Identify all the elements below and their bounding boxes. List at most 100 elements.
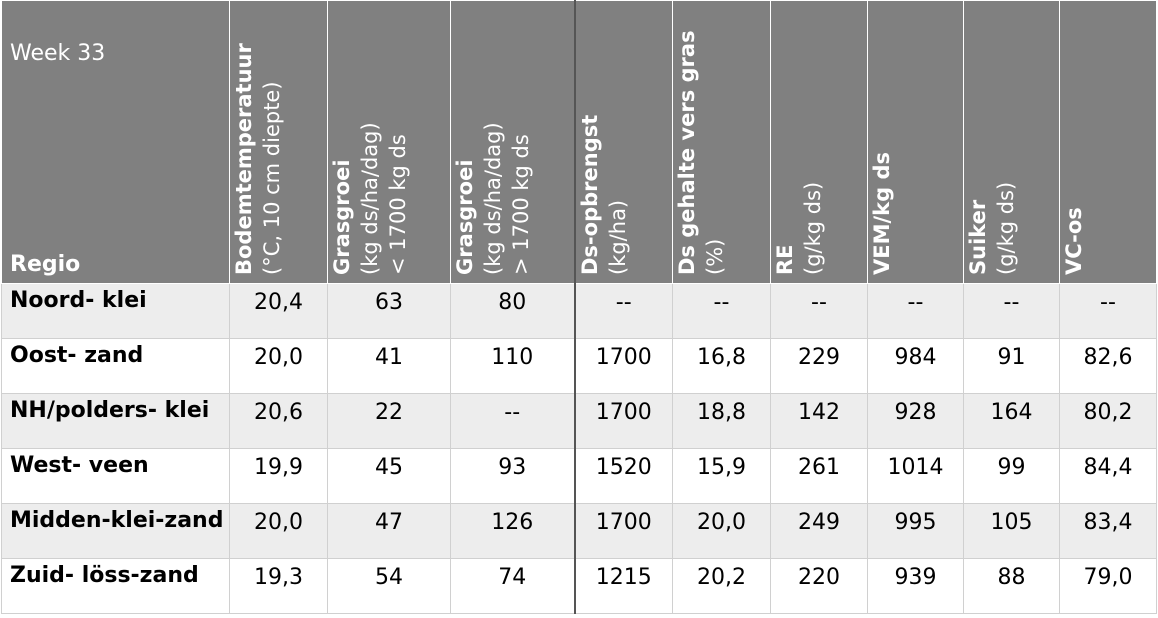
value-cell: 41 <box>327 338 451 394</box>
column-title: VC-os <box>1062 207 1086 275</box>
region-cell: NH/polders- klei <box>1 393 230 449</box>
value-cell: 82,6 <box>1059 338 1157 394</box>
value-cell: 22 <box>327 393 451 449</box>
region-cell: Noord- klei <box>1 283 230 339</box>
value-cell: -- <box>573 283 673 339</box>
column-title: VEM/kg ds <box>870 151 894 275</box>
column-title: RE <box>773 244 797 275</box>
column-header: Bodemtemperatuur (°C, 10 cm diepte) <box>229 0 328 284</box>
value-cell: 1520 <box>573 448 673 504</box>
column-header: VEM/kg ds <box>867 0 964 284</box>
column-header: Grasgroei (kg ds/ha/dag) > 1700 kg ds <box>450 0 575 284</box>
value-cell: 45 <box>327 448 451 504</box>
column-title: Ds-opbrengst <box>577 114 602 275</box>
value-cell: -- <box>450 393 575 449</box>
value-cell: 54 <box>327 558 451 614</box>
value-cell: 220 <box>770 558 868 614</box>
value-cell: 261 <box>770 448 868 504</box>
value-cell: 20,0 <box>229 338 328 394</box>
value-cell: 16,8 <box>672 338 771 394</box>
region-cell: Zuid- löss-zand <box>1 558 230 614</box>
value-cell: -- <box>672 283 771 339</box>
column-title: Suiker <box>966 199 990 275</box>
table-row: Zuid- löss-zand 19,3 54 74 1215 20,2 220 939 88 7… <box>1 558 1157 614</box>
value-cell: 19,3 <box>229 558 328 614</box>
value-cell: 93 <box>450 448 575 504</box>
column-unit: (kg ds/ha/dag) <box>481 122 505 275</box>
value-cell: 80,2 <box>1059 393 1157 449</box>
table-row: Midden-klei-zand 20,0 47 126 1700 20,0 249 995 1… <box>1 503 1157 559</box>
table-row: West- veen 19,9 45 93 1520 15,9 261 1014 99 84,4 <box>1 448 1157 504</box>
value-cell: 1700 <box>573 393 673 449</box>
value-cell: 1700 <box>573 338 673 394</box>
column-header: Grasgroei (kg ds/ha/dag) < 1700 kg ds <box>327 0 451 284</box>
value-cell: 18,8 <box>672 393 771 449</box>
column-title: Ds gehalte vers gras <box>675 30 699 275</box>
column-title: Bodemtemperatuur <box>232 43 256 275</box>
value-cell: 1700 <box>573 503 673 559</box>
region-cell: Oost- zand <box>1 338 230 394</box>
header-row: Week 33 Regio Bodemtemperatuur (°C, 10 cm… <box>1 0 1157 284</box>
value-cell: 79,0 <box>1059 558 1157 614</box>
value-cell: 63 <box>327 283 451 339</box>
value-cell: 19,9 <box>229 448 328 504</box>
column-header-text: VC-os <box>1060 1 1102 283</box>
column-header: VC-os <box>1059 0 1157 284</box>
column-unit: < 1700 kg ds <box>386 134 410 275</box>
value-cell: -- <box>867 283 964 339</box>
value-cell: 47 <box>327 503 451 559</box>
week-label: Week 33 <box>10 41 106 66</box>
column-title: Grasgroei <box>330 159 354 275</box>
column-header-text: Suiker (g/kg ds) <box>964 1 1034 283</box>
value-cell: 88 <box>963 558 1060 614</box>
value-cell: 1215 <box>573 558 673 614</box>
region-cell: West- veen <box>1 448 230 504</box>
value-cell: 20,0 <box>672 503 771 559</box>
table-body: Noord- klei 20,4 63 80 -- -- -- -- -- -- Oost- zan… <box>1 283 1157 614</box>
column-unit: (%) <box>703 238 727 275</box>
value-cell: 939 <box>867 558 964 614</box>
value-cell: 80 <box>450 283 575 339</box>
column-unit: (kg/ha) <box>605 199 630 275</box>
column-unit: (g/kg ds) <box>801 181 825 275</box>
column-header-text: RE (g/kg ds) <box>771 1 841 283</box>
value-cell: 91 <box>963 338 1060 394</box>
value-cell: 249 <box>770 503 868 559</box>
value-cell: 84,4 <box>1059 448 1157 504</box>
value-cell: 164 <box>963 393 1060 449</box>
column-unit: (kg ds/ha/dag) <box>358 122 382 275</box>
value-cell: 20,0 <box>229 503 328 559</box>
column-header-text: Bodemtemperatuur (°C, 10 cm diepte) <box>230 1 300 283</box>
value-cell: 83,4 <box>1059 503 1157 559</box>
value-cell: 15,9 <box>672 448 771 504</box>
region-header: Regio <box>10 252 81 277</box>
column-header: Ds-opbrengst (kg/ha) <box>573 0 673 284</box>
value-cell: 110 <box>450 338 575 394</box>
column-header-text: Grasgroei (kg ds/ha/dag) > 1700 kg ds <box>451 1 549 283</box>
column-header: Ds gehalte vers gras (%) <box>672 0 771 284</box>
column-header-text: Ds gehalte vers gras (%) <box>673 1 743 283</box>
column-header-text: Ds-opbrengst (kg/ha) <box>576 1 646 283</box>
value-cell: 984 <box>867 338 964 394</box>
value-cell: 99 <box>963 448 1060 504</box>
table-row: NH/polders- klei 20,6 22 -- 1700 18,8 142 928 16… <box>1 393 1157 449</box>
table-row: Noord- klei 20,4 63 80 -- -- -- -- -- -- <box>1 283 1157 339</box>
value-cell: 1014 <box>867 448 964 504</box>
column-header-text: Grasgroei (kg ds/ha/dag) < 1700 kg ds <box>328 1 426 283</box>
region-cell: Midden-klei-zand <box>1 503 230 559</box>
value-cell: 105 <box>963 503 1060 559</box>
column-title: Grasgroei <box>453 159 477 275</box>
column-unit: (°C, 10 cm diepte) <box>260 81 284 275</box>
value-cell: -- <box>1059 283 1157 339</box>
value-cell: 20,4 <box>229 283 328 339</box>
header-corner: Week 33 Regio <box>1 0 230 284</box>
value-cell: 928 <box>867 393 964 449</box>
column-header: RE (g/kg ds) <box>770 0 868 284</box>
column-unit: (g/kg ds) <box>994 181 1018 275</box>
column-header: Suiker (g/kg ds) <box>963 0 1060 284</box>
table-row: Oost- zand 20,0 41 110 1700 16,8 229 984 91 82,6 <box>1 338 1157 394</box>
value-cell: -- <box>770 283 868 339</box>
value-cell: 142 <box>770 393 868 449</box>
